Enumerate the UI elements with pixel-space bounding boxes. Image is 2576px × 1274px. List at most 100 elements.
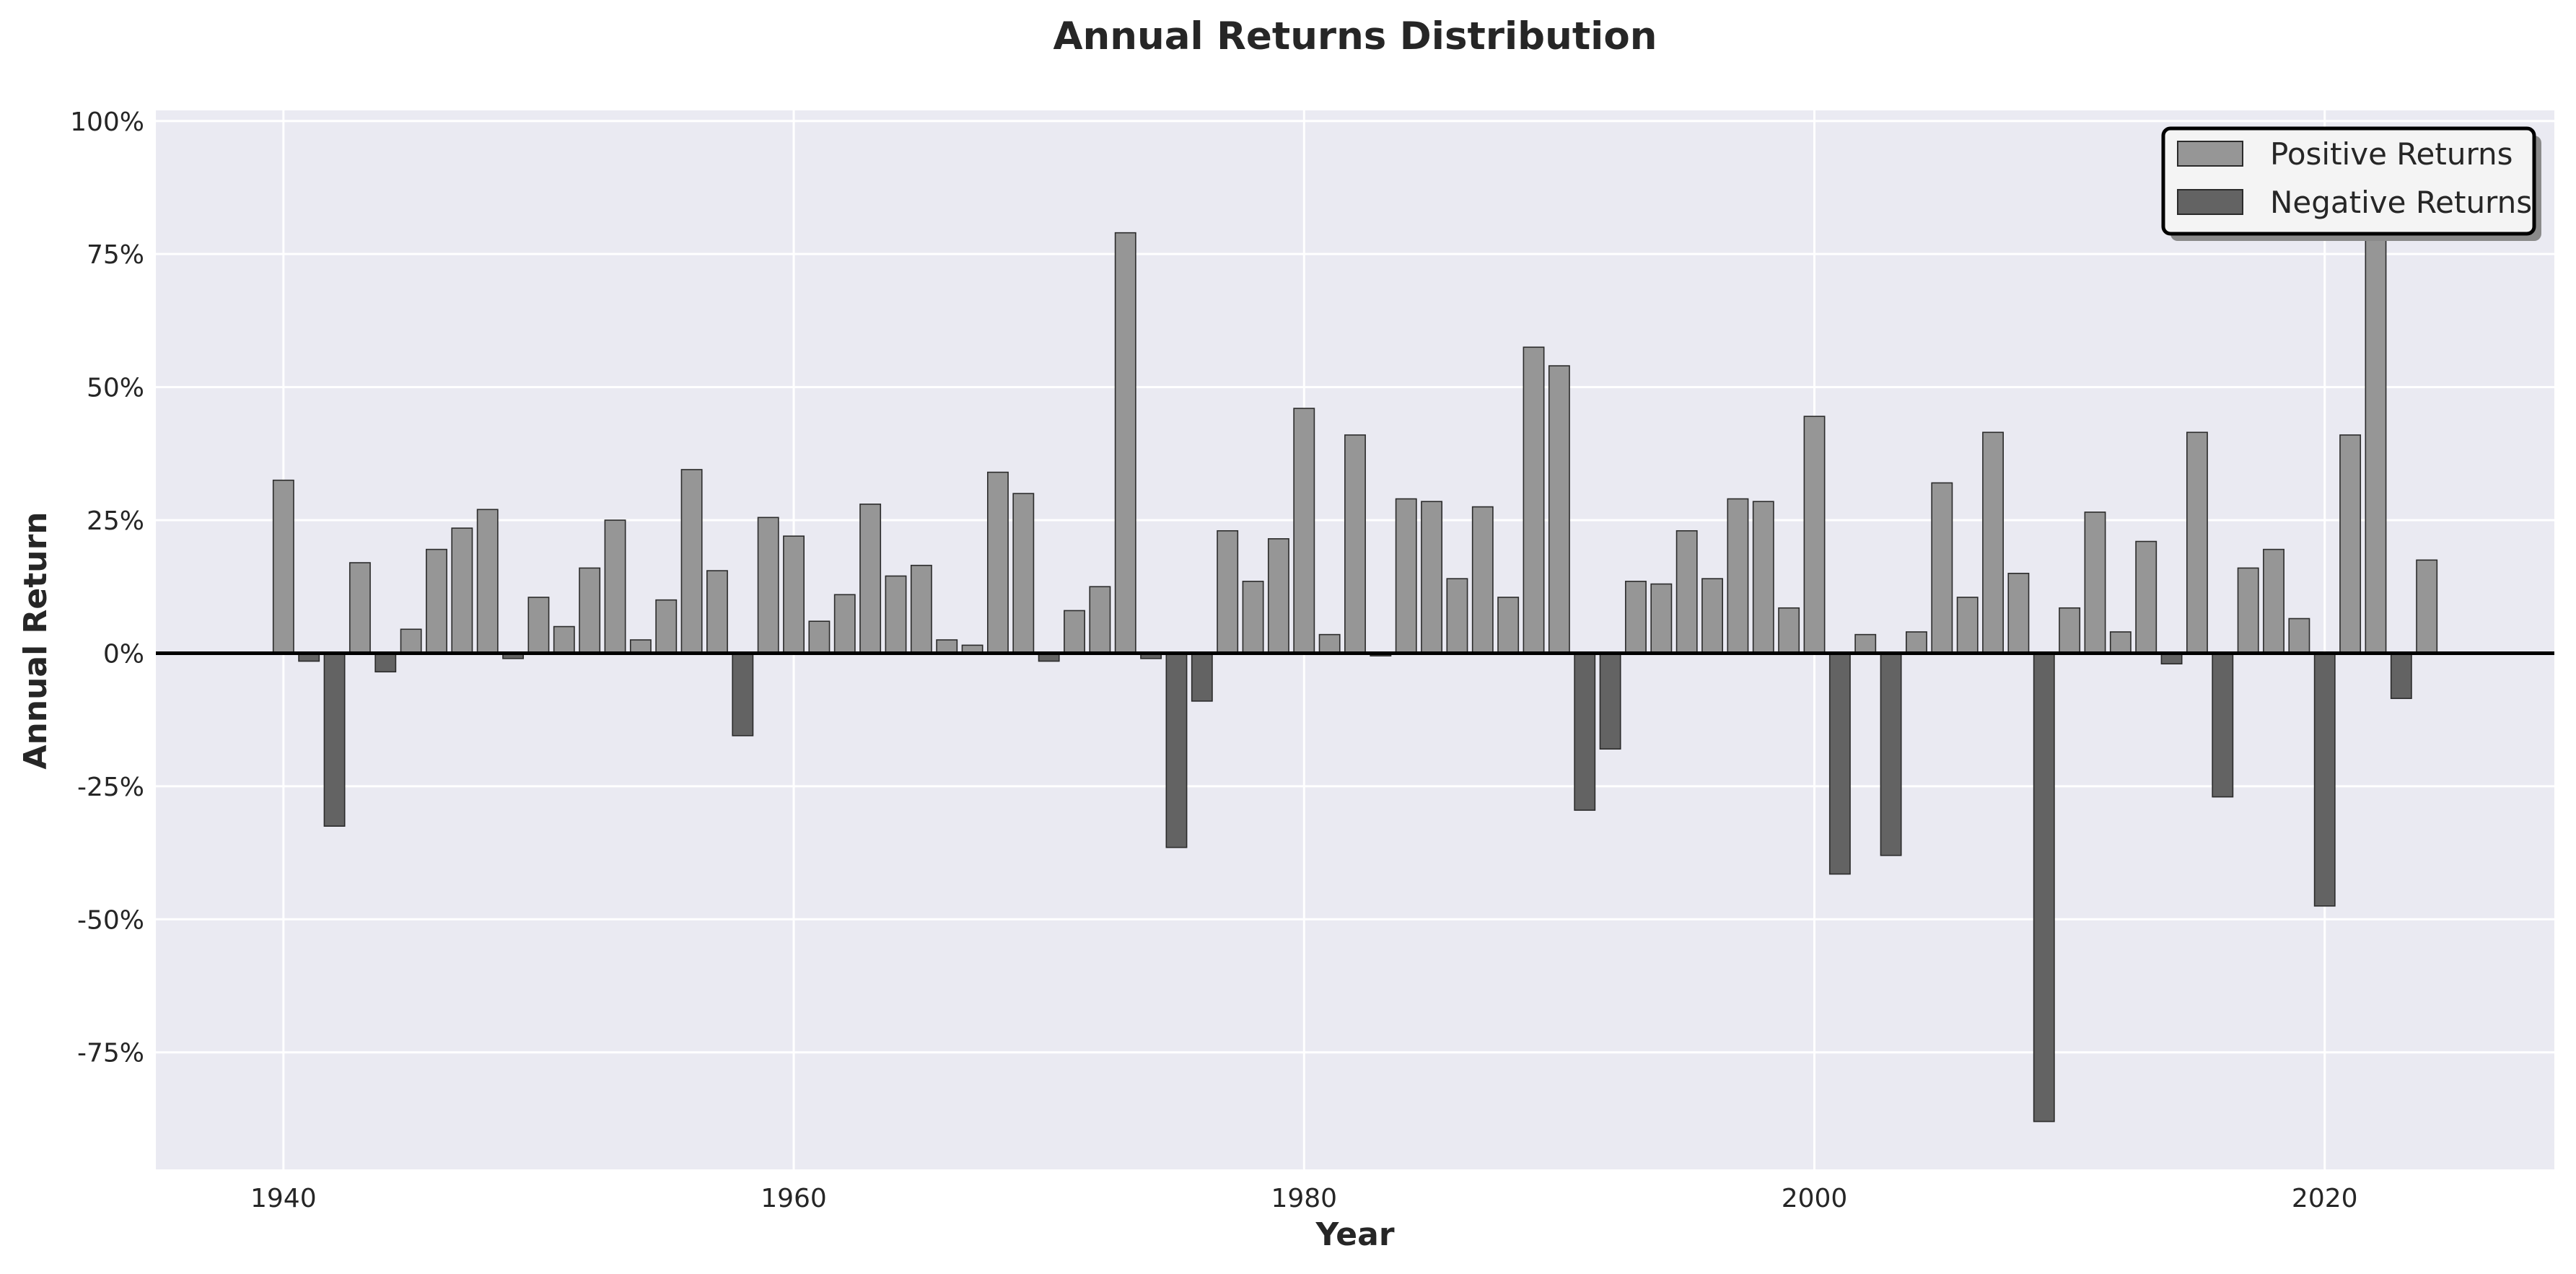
y-tick-label: 25% bbox=[87, 506, 144, 536]
bar-positive bbox=[1293, 408, 1315, 654]
y-tick-label: 100% bbox=[70, 107, 144, 137]
y-tick-label: 0% bbox=[103, 639, 144, 669]
bar-positive bbox=[1242, 581, 1264, 654]
x-tick-label: 1960 bbox=[761, 1184, 827, 1213]
bar-positive bbox=[2237, 567, 2259, 654]
bar-positive bbox=[2109, 631, 2132, 654]
bar-negative bbox=[1599, 652, 1621, 750]
bar-positive bbox=[272, 479, 294, 654]
legend-label-negative: Negative Returns bbox=[2270, 185, 2532, 220]
bar-positive bbox=[808, 620, 831, 654]
legend-swatch-positive bbox=[2177, 141, 2243, 167]
bar-negative bbox=[1191, 652, 1213, 702]
bar-positive bbox=[1344, 434, 1366, 654]
bar-positive bbox=[1497, 597, 1520, 654]
legend: Positive Returns Negative Returns bbox=[2161, 126, 2541, 241]
bar-positive bbox=[2084, 511, 2106, 654]
bar-positive bbox=[936, 639, 958, 654]
bar-positive bbox=[451, 527, 473, 654]
bar-positive bbox=[1752, 501, 1774, 654]
bar-positive bbox=[2263, 548, 2284, 654]
bar-positive bbox=[1114, 232, 1136, 654]
bar-positive bbox=[783, 535, 805, 654]
bar-positive bbox=[1675, 530, 1698, 654]
bar-positive bbox=[1471, 506, 1494, 654]
x-tick-label: 1940 bbox=[250, 1184, 317, 1213]
bar-positive bbox=[1548, 365, 1570, 654]
legend-swatch-negative bbox=[2177, 189, 2243, 215]
x-axis-label: Year bbox=[1315, 1216, 1394, 1253]
bar-positive bbox=[2288, 618, 2310, 654]
bar-positive bbox=[2059, 607, 2081, 654]
y-axis-label: Annual Return bbox=[17, 511, 54, 769]
x-tick-label: 2020 bbox=[2292, 1184, 2358, 1213]
bar-positive bbox=[1982, 431, 2004, 654]
x-tick-labels: 1940 1960 1980 2000 2020 bbox=[250, 1184, 2358, 1213]
bar-positive bbox=[1089, 586, 1111, 654]
bar-positive bbox=[1650, 583, 1673, 654]
bar-negative bbox=[1574, 652, 1596, 811]
bar-positive bbox=[1803, 416, 1826, 654]
y-tick-label: 50% bbox=[87, 374, 144, 403]
bar-negative bbox=[2033, 652, 2055, 1123]
bar-positive bbox=[2186, 431, 2208, 654]
chart-title: Annual Returns Distribution bbox=[1053, 14, 1657, 58]
y-tick-label: -75% bbox=[77, 1039, 144, 1068]
bar-positive bbox=[1906, 631, 1927, 654]
bar-negative bbox=[323, 652, 346, 827]
bar-negative bbox=[2390, 652, 2412, 699]
bar-positive bbox=[2339, 434, 2362, 654]
bar-positive bbox=[1523, 346, 1545, 654]
bar-positive bbox=[1395, 498, 1417, 654]
bar-positive bbox=[2135, 540, 2157, 654]
bar-positive bbox=[1012, 493, 1035, 654]
y-tick-label: -25% bbox=[77, 773, 144, 802]
bar-positive bbox=[1701, 578, 1724, 654]
bar-positive bbox=[604, 519, 626, 654]
bar-positive bbox=[629, 639, 652, 654]
bar-positive bbox=[579, 567, 601, 654]
bar-positive bbox=[910, 564, 932, 654]
bar-negative bbox=[2212, 652, 2234, 798]
bar-positive bbox=[1727, 498, 1749, 654]
bar-positive bbox=[2365, 205, 2387, 654]
bar-negative bbox=[1880, 652, 1902, 856]
bar-positive bbox=[1956, 597, 1979, 654]
x-tick-label: 2000 bbox=[1782, 1184, 1848, 1213]
bar-positive bbox=[1267, 538, 1289, 654]
bar-positive bbox=[1064, 610, 1085, 654]
bar-positive bbox=[833, 594, 856, 654]
y-tick-labels: 100% 75% 50% 25% 0% -25% -50% -75% bbox=[70, 107, 144, 1068]
bar-negative bbox=[1165, 652, 1188, 848]
bar-positive bbox=[1421, 501, 1443, 654]
bar-positive bbox=[553, 625, 575, 654]
bar-positive bbox=[1217, 530, 1239, 654]
bar-positive bbox=[1625, 581, 1647, 654]
bars-group bbox=[272, 205, 2438, 1123]
bar-negative bbox=[374, 652, 397, 673]
bar-positive bbox=[757, 517, 779, 654]
bar-positive bbox=[1778, 607, 1800, 654]
bar-positive bbox=[885, 575, 907, 654]
bar-positive bbox=[680, 469, 703, 654]
y-tick-label: -50% bbox=[77, 905, 144, 935]
bar-positive bbox=[1931, 482, 1953, 654]
bar-negative bbox=[2313, 652, 2336, 907]
bar-positive bbox=[986, 471, 1009, 654]
legend-box bbox=[2161, 126, 2536, 236]
bar-positive bbox=[349, 562, 371, 654]
bar-positive bbox=[426, 548, 447, 654]
bar-positive bbox=[2416, 559, 2438, 654]
bar-positive bbox=[476, 509, 499, 654]
bar-negative bbox=[732, 652, 754, 737]
bar-positive bbox=[527, 597, 550, 654]
x-tick-label: 1980 bbox=[1271, 1184, 1337, 1213]
bar-positive bbox=[1446, 578, 1468, 654]
bar-positive bbox=[706, 570, 728, 654]
bar-positive bbox=[1854, 633, 1877, 654]
bar-positive bbox=[400, 628, 422, 654]
bar-positive bbox=[1318, 633, 1341, 654]
y-tick-label: 75% bbox=[87, 240, 144, 270]
bar-positive bbox=[655, 599, 678, 654]
